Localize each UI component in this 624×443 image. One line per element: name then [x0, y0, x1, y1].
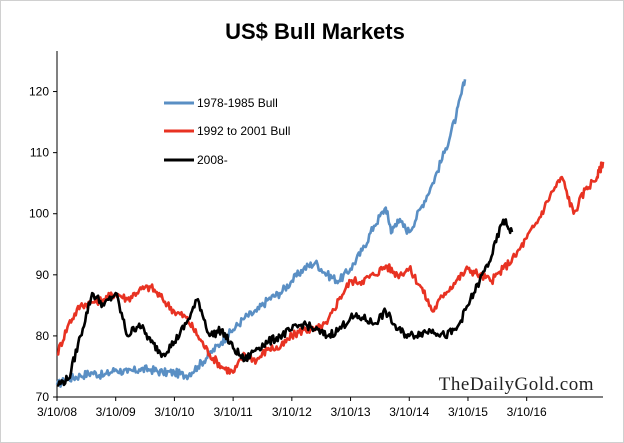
watermark: TheDailyGold.com: [439, 374, 594, 395]
series-line-0: [55, 79, 467, 388]
legend-label-2: 2008-: [197, 153, 228, 167]
y-tick-label: 90: [36, 268, 50, 282]
x-tick-label: 3/10/09: [96, 405, 136, 419]
x-tick-label: 3/10/13: [331, 405, 371, 419]
series-line-2: [56, 218, 514, 387]
x-tick-label: 3/10/08: [37, 405, 77, 419]
y-tick-label: 100: [29, 207, 49, 221]
x-tick-label: 3/10/16: [507, 405, 547, 419]
legend: 1978-1985 Bull 1992 to 2001 Bull 2008-: [164, 96, 290, 167]
axes: 70 80 90 100 110 120 3/10/08 3/10/09 3/10/10 3/10…: [29, 51, 603, 419]
legend-label-0: 1978-1985 Bull: [197, 96, 278, 110]
x-tick-label: 3/10/14: [389, 405, 429, 419]
y-tick-label: 70: [36, 390, 50, 404]
legend-label-1: 1992 to 2001 Bull: [197, 124, 290, 138]
x-tick-label: 3/10/10: [154, 405, 194, 419]
y-tick-label: 80: [36, 329, 50, 343]
y-tick-label: 120: [29, 85, 49, 99]
x-tick-label: 3/10/15: [448, 405, 488, 419]
series-line-1: [56, 161, 605, 375]
x-tick-label: 3/10/12: [272, 405, 312, 419]
series-layer: [55, 79, 605, 388]
x-tick-label: 3/10/11: [214, 405, 253, 419]
y-tick-label: 110: [30, 146, 49, 160]
chart-title: US$ Bull Markets: [225, 19, 405, 44]
